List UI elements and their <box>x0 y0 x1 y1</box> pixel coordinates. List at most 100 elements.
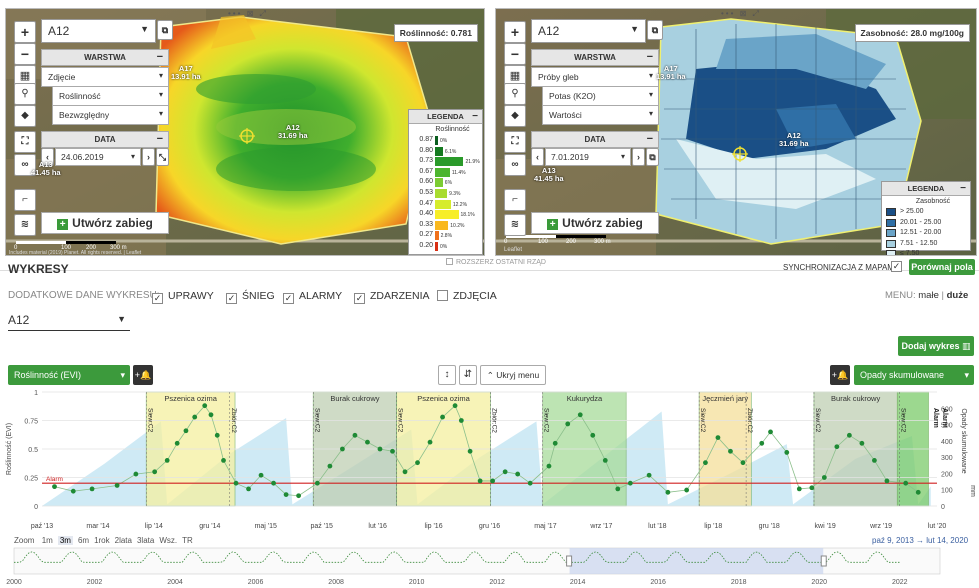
collapse-icon[interactable]: − <box>646 51 653 63</box>
evi-point[interactable] <box>728 448 733 454</box>
evi-point[interactable] <box>577 412 583 418</box>
layer-index-dropdown[interactable]: Roślinność ▾ <box>52 86 169 106</box>
field-label-a12[interactable]: A12 31.69 ha <box>278 124 308 140</box>
evi-point[interactable] <box>627 480 633 486</box>
layers-icon[interactable]: ≋ <box>14 214 36 236</box>
evi-point[interactable] <box>152 469 158 475</box>
field-select[interactable]: A12 ▼ <box>41 19 156 43</box>
zoom-option[interactable]: 3lata <box>136 536 155 545</box>
field-label-a12[interactable]: A12 31.69 ha <box>779 132 809 148</box>
evi-point[interactable] <box>715 435 721 440</box>
evi-point[interactable] <box>233 480 239 486</box>
option-śnieg[interactable]: ✓ ŚNIEG <box>226 290 275 304</box>
field-label-a13[interactable]: A13 41.45 ha <box>534 167 564 183</box>
evi-point[interactable] <box>452 403 458 409</box>
evi-point[interactable] <box>546 463 552 469</box>
evi-point[interactable] <box>365 439 370 445</box>
next-date-button[interactable]: › <box>632 148 645 166</box>
evi-point[interactable] <box>427 439 433 445</box>
navigator-handle-left[interactable] <box>566 555 573 567</box>
navigator-handle-right[interactable] <box>820 555 827 567</box>
evi-point[interactable] <box>515 471 521 477</box>
menu-small-link[interactable]: małe <box>918 290 939 301</box>
event-label[interactable]: Siew:C2 <box>543 408 550 433</box>
map-left-tools[interactable]: ••• ⊠ ⤢ <box>228 9 268 18</box>
evi-point[interactable] <box>221 458 226 463</box>
legend-header[interactable]: LEGENDA − <box>882 182 970 196</box>
evi-point[interactable] <box>192 414 198 420</box>
evi-point[interactable] <box>821 475 827 480</box>
event-label[interactable]: Siew:C2 <box>899 408 906 433</box>
expand-icon[interactable]: ⧉ <box>646 148 659 166</box>
evi-point[interactable] <box>202 403 208 409</box>
evi-point[interactable] <box>271 480 276 486</box>
evi-point[interactable] <box>214 432 220 438</box>
next-date-button[interactable]: › <box>142 148 155 166</box>
evi-point[interactable] <box>89 486 95 492</box>
navigator-selection[interactable] <box>569 548 824 574</box>
evi-point[interactable] <box>352 432 358 438</box>
tag-icon[interactable]: ◆ <box>14 105 36 127</box>
grid-icon[interactable]: ▦ <box>504 65 526 87</box>
zoom-in-button[interactable]: + <box>504 21 526 43</box>
tag-icon[interactable]: ◆ <box>504 105 526 127</box>
zoom-option[interactable]: 6m <box>77 536 90 545</box>
option-zdarzenia[interactable]: ✓ ZDARZENIA <box>354 290 430 304</box>
event-label[interactable]: Siew:C2 <box>699 408 706 433</box>
evi-point[interactable] <box>646 472 652 478</box>
link-icon[interactable]: ∞ <box>504 154 526 176</box>
evi-point[interactable] <box>283 492 289 497</box>
collapse-vertical-button[interactable]: ⇵ <box>459 365 477 385</box>
evi-point[interactable] <box>164 458 170 463</box>
add-alert-button-right[interactable]: +🔔 <box>830 365 850 385</box>
location-pin-icon[interactable]: ⚲ <box>14 83 36 105</box>
range-from[interactable]: paź 9, 2013 <box>872 536 914 545</box>
collapse-icon[interactable]: − <box>156 133 163 145</box>
event-label[interactable]: Siew:C2 <box>146 408 153 433</box>
evi-point[interactable] <box>859 440 865 446</box>
evi-point[interactable] <box>467 448 473 454</box>
evi-point[interactable] <box>314 480 320 486</box>
left-series-select[interactable]: Roślinność (EVI) ▾ <box>8 365 130 385</box>
zoom-option[interactable]: 1m <box>41 536 53 545</box>
layer-type-dropdown[interactable]: Zdjęcie ▾ <box>41 67 169 87</box>
evi-point[interactable] <box>834 444 840 450</box>
sync-checkbox[interactable]: ✓ <box>891 261 902 272</box>
layers-icon[interactable]: ≋ <box>504 214 526 236</box>
field-label-a13[interactable]: A13 41.45 ha <box>31 161 61 177</box>
legend-header[interactable]: LEGENDA − <box>409 110 482 124</box>
date-panel-header[interactable]: DATA − <box>41 131 169 148</box>
right-series-select[interactable]: Opady skumulowane ▾ <box>854 365 974 385</box>
checkbox-icon[interactable] <box>437 290 448 301</box>
add-chart-button[interactable]: Dodaj wykres ▥ <box>898 336 974 356</box>
checkbox-checked-icon[interactable]: ✓ <box>354 293 365 304</box>
fullscreen-icon[interactable]: ⛶ <box>504 131 526 153</box>
hide-menu-button[interactable]: ⌃ Ukryj menu <box>480 365 546 385</box>
date-dropdown[interactable]: 7.01.2019 ▾ <box>545 148 631 166</box>
event-label[interactable]: Zbiór:C2 <box>230 408 237 433</box>
evi-point[interactable] <box>183 428 189 434</box>
evi-point[interactable] <box>590 432 596 438</box>
main-chart[interactable]: Pszenica ozima Burak cukrowy Pszenica ozim… <box>0 388 979 533</box>
prev-date-button[interactable]: ‹ <box>41 148 54 166</box>
evi-point[interactable] <box>458 418 464 423</box>
expand-vertical-button[interactable]: ↕ <box>438 365 456 385</box>
evi-point[interactable] <box>477 478 483 484</box>
date-panel-header[interactable]: DATA − <box>531 131 659 148</box>
navigator-chart[interactable]: 2000 2002 2004 2006 2008 2010 2012 2014 2016 2018… <box>0 546 979 586</box>
evi-point[interactable] <box>759 440 765 446</box>
expand-icon[interactable]: ⧉ <box>157 20 173 40</box>
event-label[interactable]: Siew:C2 <box>313 408 320 433</box>
checkbox-checked-icon[interactable]: ✓ <box>226 293 237 304</box>
evi-point[interactable] <box>527 480 533 486</box>
evi-point[interactable] <box>684 487 690 493</box>
location-pin-icon[interactable]: ⚲ <box>504 83 526 105</box>
layer-panel-header[interactable]: WARSTWA − <box>531 49 659 66</box>
event-label[interactable]: Zbiór:C2 <box>491 408 498 433</box>
evi-point[interactable] <box>490 478 496 484</box>
evi-point[interactable] <box>258 472 264 478</box>
crop-icon[interactable]: ⌐ <box>14 189 36 211</box>
collapse-icon[interactable]: − <box>156 51 163 63</box>
zoom-option[interactable]: TR <box>182 536 193 545</box>
evi-point[interactable] <box>208 412 214 418</box>
